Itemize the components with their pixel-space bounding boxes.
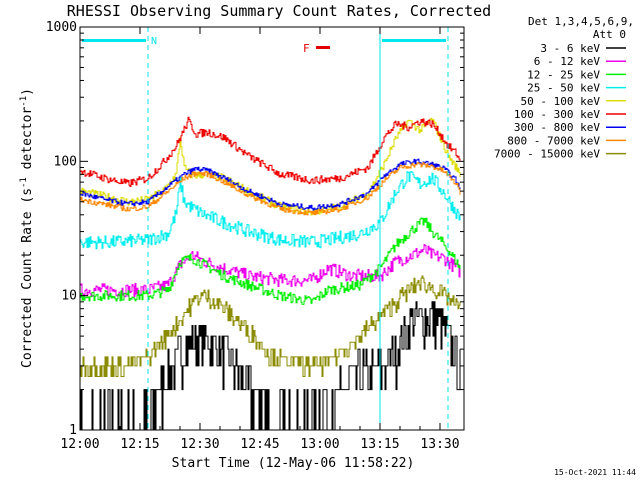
legend-entry-label: 3 - 6 keV [540, 42, 600, 55]
y-axis-label: Corrected Count Rate (s-1 detector-1) [19, 88, 35, 368]
flag-bar [382, 39, 446, 42]
legend-header-line2: Att 0 [593, 28, 626, 41]
plot-frame [79, 26, 465, 431]
x-tick-label: 13:30 [420, 437, 459, 452]
x-tick-label: 12:30 [180, 437, 219, 452]
flag-label: N [151, 36, 157, 47]
flare-flag-label: F [303, 42, 310, 55]
y-label-end: ) [20, 88, 35, 96]
axes [79, 26, 465, 431]
legend-entry-label: 100 - 300 keV [514, 108, 600, 121]
legend-entry-label: 25 - 50 keV [527, 82, 600, 95]
y-tick-label: 10 [61, 289, 77, 304]
x-axis-ticks: 12:00 12:15 12:30 12:45 13:00 13:15 13:30 [60, 27, 460, 452]
legend-entry-label: 50 - 100 keV [521, 95, 601, 108]
flare-flag-bar [316, 46, 330, 49]
y-axis-ticks: 1000 100 10 1 [46, 20, 464, 438]
y-tick-label: 1000 [46, 20, 77, 35]
y-label-sup1: -1 [19, 177, 29, 188]
series-line [80, 171, 461, 250]
y-tick-label: 100 [54, 154, 77, 169]
series-layer [80, 116, 461, 431]
series-line [80, 217, 461, 305]
y-label-sup2: -1 [19, 96, 29, 107]
x-tick-label: 13:15 [360, 437, 399, 452]
legend-entry-label: 6 - 12 keV [534, 55, 601, 68]
flags-layer: N [82, 27, 449, 430]
footer-timestamp: 15-Oct-2021 11:44 [554, 468, 636, 477]
x-tick-label: 12:45 [240, 437, 279, 452]
x-tick-label: 13:00 [300, 437, 339, 452]
legend-entry-label: 7000 - 15000 keV [494, 148, 600, 161]
legend-entry-label: 300 - 800 keV [514, 121, 600, 134]
series-line [80, 275, 461, 377]
flag-bar [82, 39, 146, 42]
y-label-mid: detector [20, 107, 35, 178]
x-tick-label: 12:15 [120, 437, 159, 452]
legend-entry-label: 12 - 25 keV [527, 68, 600, 81]
y-tick-label: 1 [69, 423, 77, 438]
x-axis-label: Start Time (12-May-06 11:58:22) [172, 456, 415, 471]
y-label-main: Corrected Count Rate (s [20, 188, 35, 368]
x-tick-label: 12:00 [60, 437, 99, 452]
series-line [80, 162, 461, 216]
plot-area [80, 27, 464, 430]
legend-entry-label: 800 - 7000 keV [507, 134, 600, 147]
legend-header-line1: Det 1,3,4,5,6,9, [528, 15, 634, 28]
series-line [80, 116, 461, 187]
chart-title: RHESSI Observing Summary Count Rates, Co… [67, 2, 491, 20]
series-line [80, 158, 461, 211]
